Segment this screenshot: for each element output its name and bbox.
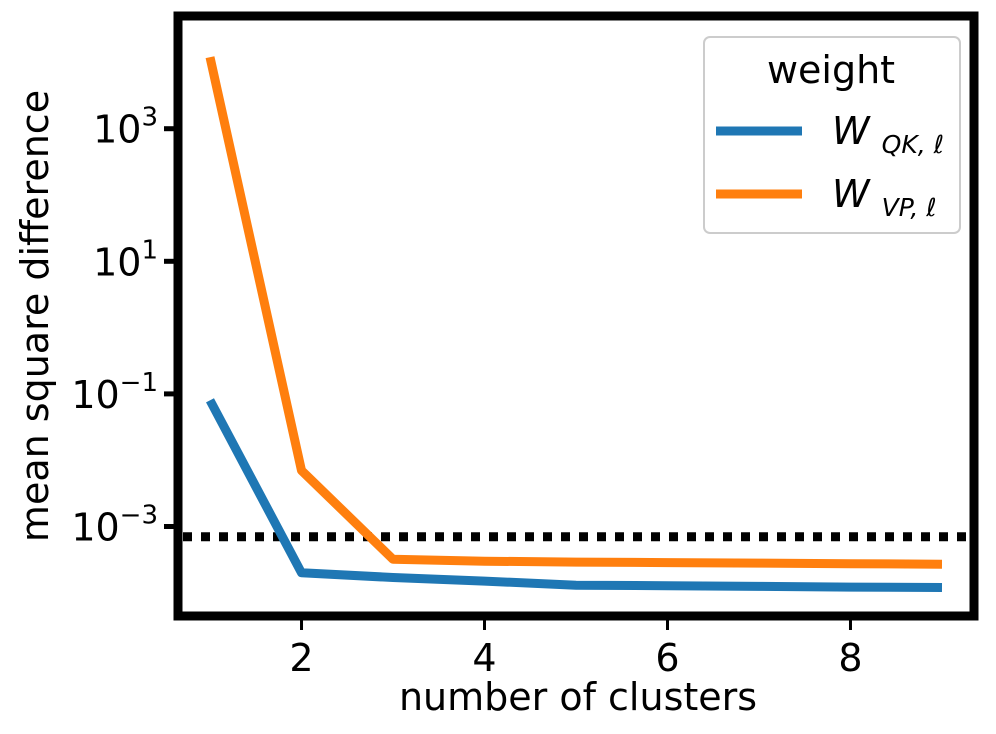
legend-title: weight xyxy=(767,48,895,92)
x-tick-label: 2 xyxy=(289,636,313,680)
legend-label-qk-sub: QK, ℓ xyxy=(882,130,944,159)
legend-label-qk-main: W xyxy=(832,109,871,153)
series-line-qk xyxy=(206,398,943,592)
legend-label-qk: W QK, ℓ xyxy=(832,109,944,159)
legend-box xyxy=(703,36,961,234)
series-line-vp xyxy=(205,56,943,569)
series-layer xyxy=(205,56,943,592)
x-axis-label: number of clusters xyxy=(399,675,757,719)
y-tick-label: 10−3 xyxy=(71,500,158,549)
legend-label-vp: W VP, ℓ xyxy=(832,172,937,222)
y-axis-label: mean square difference xyxy=(13,90,57,542)
y-axis-ticks: 103 101 10−1 10−3 xyxy=(71,103,174,549)
x-tick-label: 6 xyxy=(655,636,679,680)
x-tick-label: 4 xyxy=(472,636,496,680)
axes-frame xyxy=(173,11,979,621)
legend: weight W QK, ℓ W VP, ℓ xyxy=(703,36,961,234)
y-tick-label: 101 xyxy=(93,235,158,284)
plot-area xyxy=(173,11,979,621)
legend-label-vp-sub: VP, ℓ xyxy=(882,193,937,222)
y-tick-label: 103 xyxy=(93,103,158,152)
x-tick-label: 8 xyxy=(838,636,862,680)
legend-label-vp-main: W xyxy=(832,172,871,216)
x-axis-ticks: 2 4 6 8 xyxy=(289,620,863,680)
y-tick-label: 10−1 xyxy=(71,368,158,417)
